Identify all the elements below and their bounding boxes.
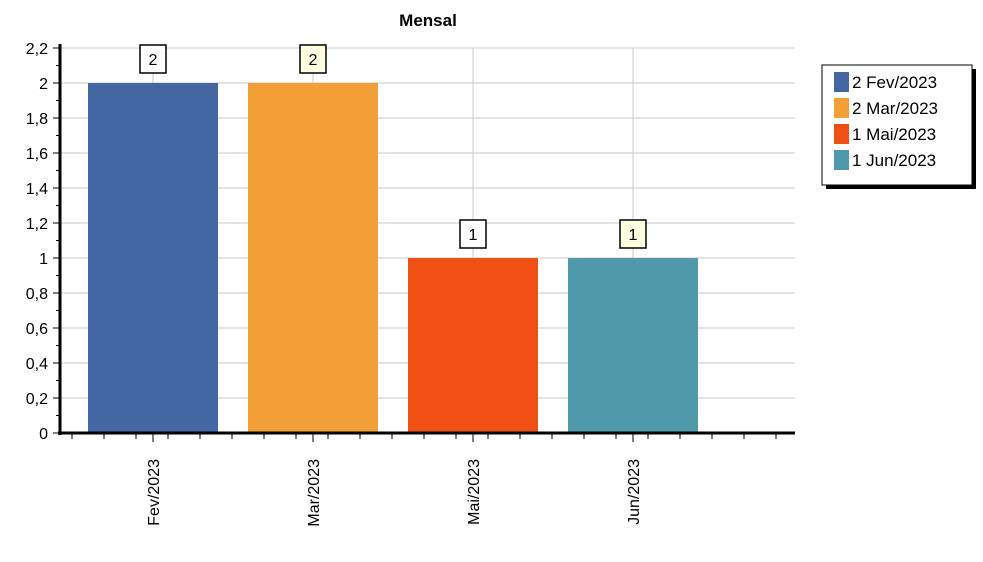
legend: 2 Fev/2023 2 Mar/2023 1 Mai/2023 1 Jun/2023 [821, 64, 976, 189]
data-label-box [459, 219, 487, 249]
y-tick-label: 0,6 [26, 321, 48, 338]
y-tick-label: 0,2 [26, 391, 48, 408]
bar [248, 83, 378, 433]
x-tick-label: Mai/2023 [466, 459, 483, 525]
legend-entry: 1 Mai/2023 [852, 125, 936, 144]
y-tick-label: 0,4 [26, 356, 48, 373]
y-tick-label: 1,2 [26, 216, 48, 233]
y-tick-label: 1,4 [26, 181, 48, 198]
y-tick-label: 2,2 [26, 41, 48, 58]
axes: 0 0,2 0,4 0,6 0,8 1 1,2 1,4 1,6 1,8 2 2,2 Fev/2023 Ma… [26, 41, 795, 527]
bar [408, 258, 538, 433]
y-tick-label: 1 [39, 251, 48, 268]
legend-entry: 2 Mar/2023 [852, 99, 938, 118]
legend-swatch [834, 124, 849, 144]
data-label-box [619, 219, 647, 249]
chart-title: Mensal [399, 11, 457, 30]
legend-swatch [834, 98, 849, 118]
legend-swatch [834, 72, 849, 92]
bars [88, 83, 698, 433]
x-tick-label: Jun/2023 [626, 459, 643, 525]
legend-entry: 2 Fev/2023 [852, 73, 937, 92]
data-label-box [139, 44, 167, 74]
bar [568, 258, 698, 433]
y-tick-label: 1,6 [26, 146, 48, 163]
x-tick-label: Fev/2023 [146, 459, 163, 526]
y-tick-label: 1,8 [26, 111, 48, 128]
data-label: 2 [149, 52, 158, 69]
data-label-box [299, 44, 327, 74]
legend-swatch [834, 150, 849, 170]
data-labels: 2 2 1 1 [139, 44, 647, 249]
y-tick-label: 0 [39, 426, 48, 443]
data-label: 1 [629, 227, 638, 244]
data-label: 1 [469, 227, 478, 244]
y-tick-label: 2 [39, 76, 48, 93]
y-tick-label: 0,8 [26, 286, 48, 303]
data-label: 2 [309, 52, 318, 69]
x-tick-label: Mar/2023 [306, 459, 323, 527]
legend-entry: 1 Jun/2023 [852, 151, 936, 170]
bar [88, 83, 218, 433]
